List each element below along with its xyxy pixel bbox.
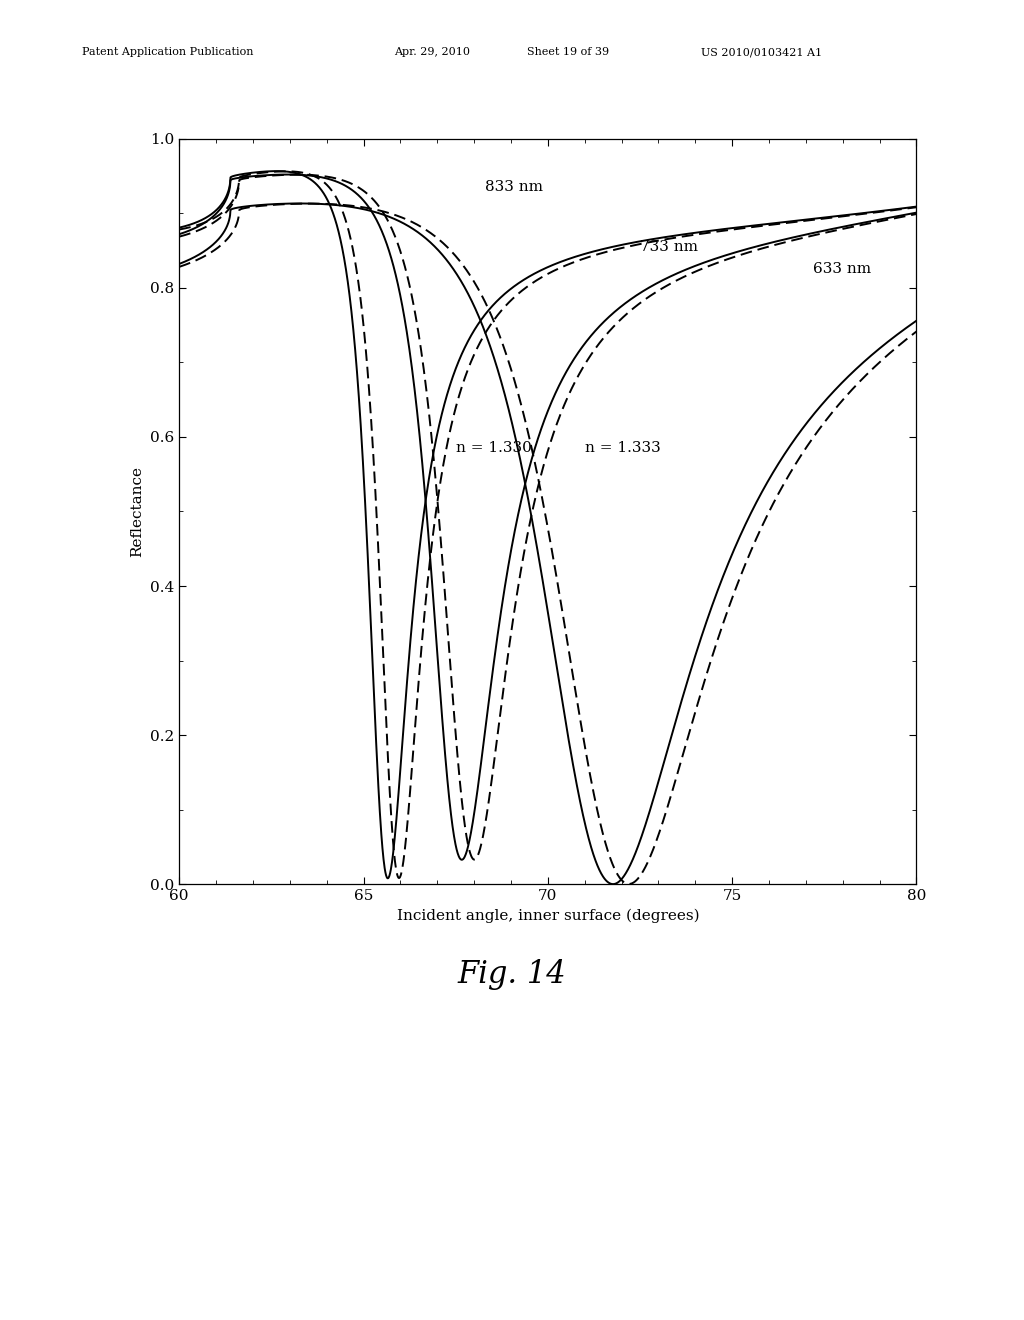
Text: 733 nm: 733 nm xyxy=(640,240,698,253)
X-axis label: Incident angle, inner surface (degrees): Incident angle, inner surface (degrees) xyxy=(396,908,699,923)
Text: 833 nm: 833 nm xyxy=(485,180,543,194)
Y-axis label: Reflectance: Reflectance xyxy=(130,466,144,557)
Text: n = 1.333: n = 1.333 xyxy=(585,441,660,455)
Text: Fig. 14: Fig. 14 xyxy=(458,960,566,990)
Text: Sheet 19 of 39: Sheet 19 of 39 xyxy=(527,48,609,58)
Text: 633 nm: 633 nm xyxy=(813,263,871,276)
Text: Apr. 29, 2010: Apr. 29, 2010 xyxy=(394,48,470,58)
Text: n = 1.330: n = 1.330 xyxy=(456,441,531,455)
Text: Patent Application Publication: Patent Application Publication xyxy=(82,48,253,58)
Text: US 2010/0103421 A1: US 2010/0103421 A1 xyxy=(701,48,822,58)
